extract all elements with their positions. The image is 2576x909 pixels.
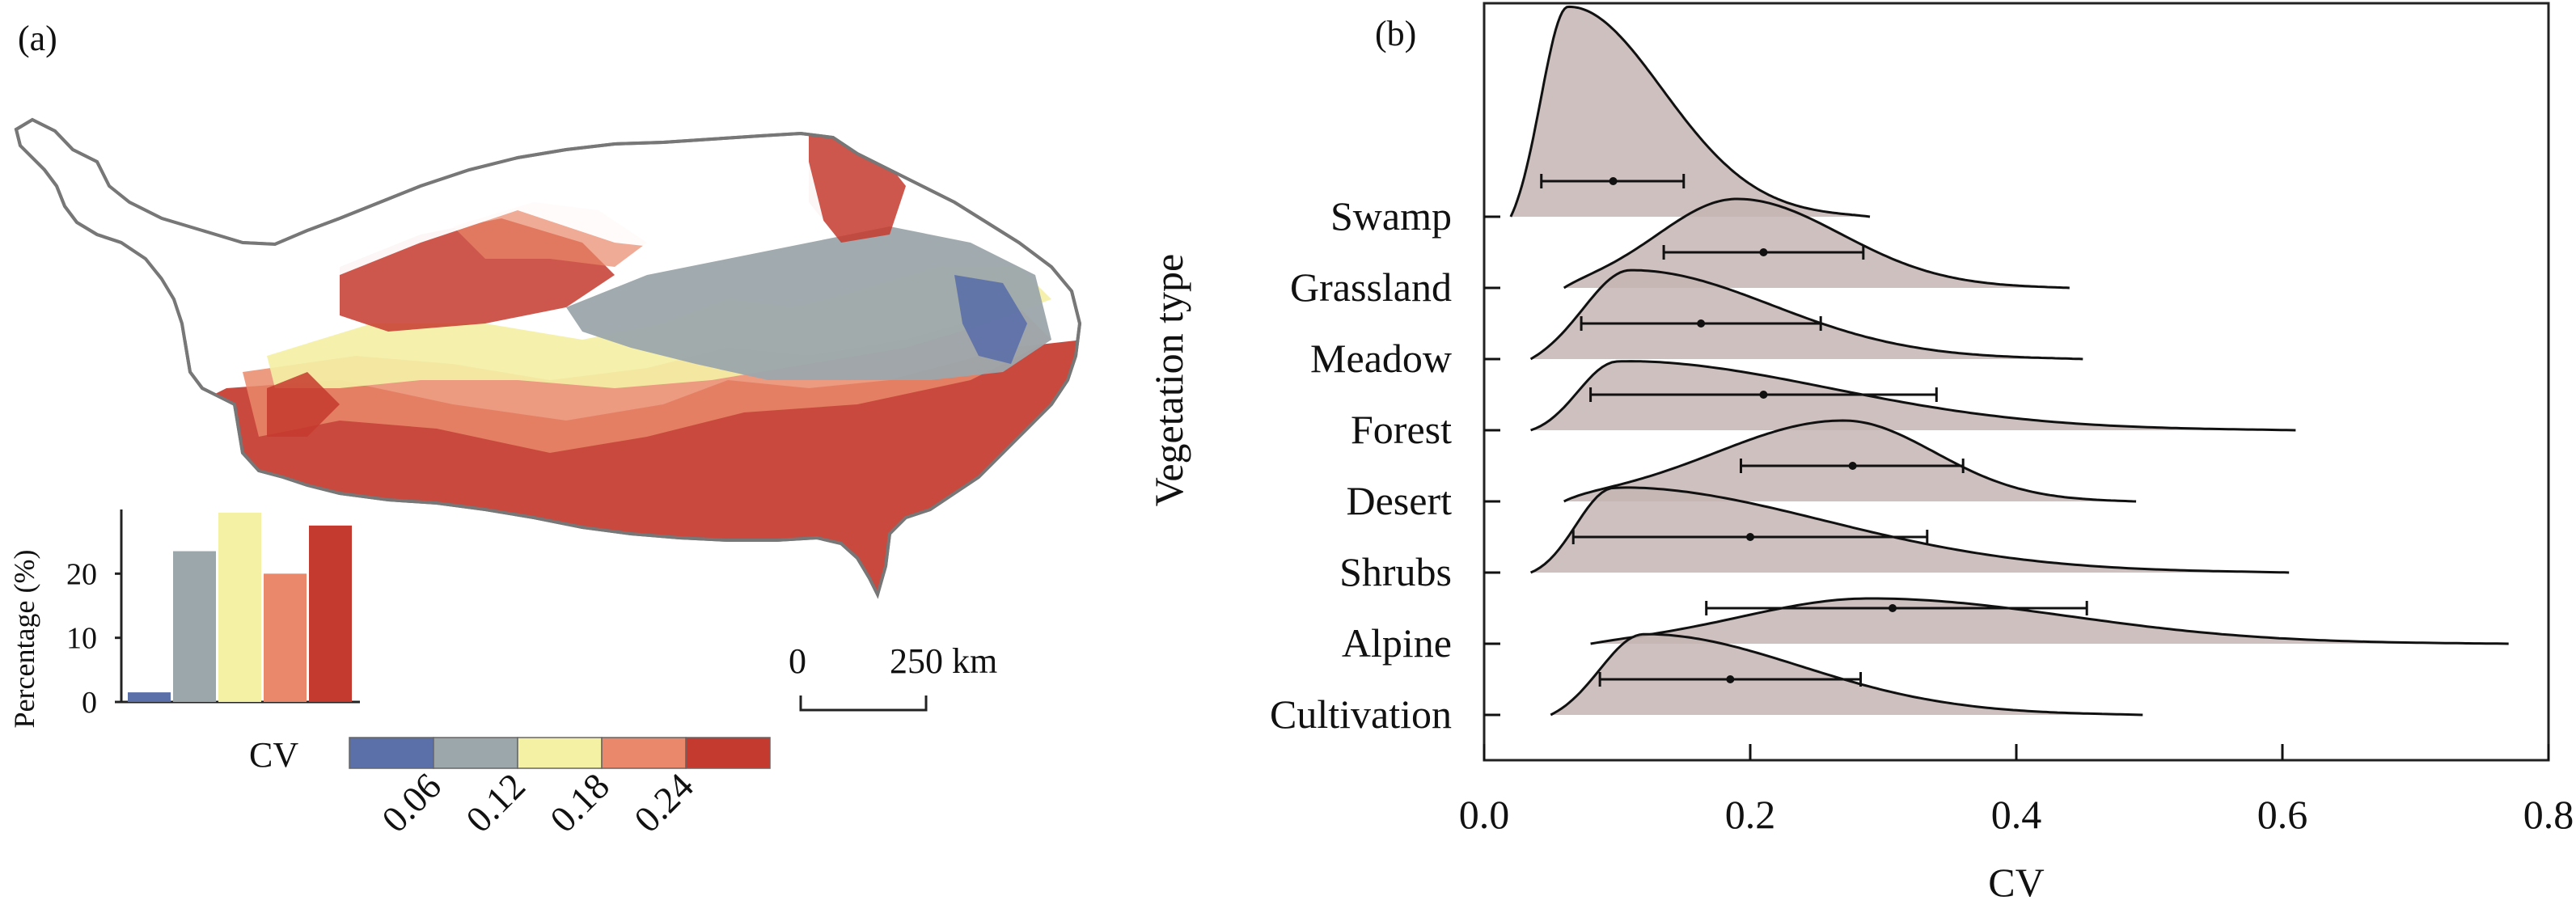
cv-legend-ticks: 0.06 0.12 0.18 0.24: [374, 765, 701, 840]
panel-b-label: (b): [1375, 14, 1416, 53]
map-outline: [14, 117, 1082, 599]
x-tick-label: 0.8: [2523, 792, 2574, 837]
inset-ylabel: Percentage (%): [8, 550, 40, 729]
x-tick-label: 0.6: [2257, 792, 2308, 837]
inset-bar: [309, 525, 352, 702]
x-tick-label: 0.0: [1459, 792, 1510, 837]
mean-point: [1726, 675, 1735, 683]
ridge-density-line: [1529, 268, 2083, 361]
cv-legend-swatch: [517, 737, 603, 769]
scalebar-line: [799, 695, 928, 712]
category-label: Meadow: [1310, 336, 1452, 381]
x-axis-label: CV: [1988, 860, 2044, 905]
panel-a-label: (a): [18, 19, 57, 58]
ridge-density-line: [1590, 597, 2509, 645]
category-label: Swamp: [1330, 193, 1452, 239]
inset-bar: [173, 551, 216, 702]
mean-point: [1609, 177, 1618, 185]
ridge-density-fill: [1550, 634, 2143, 715]
cv-legend-swatch: [349, 737, 434, 769]
category-axis: Swamp Grassland Meadow Forest Desert Shrubs Al…: [1270, 193, 1500, 737]
cv-legend-tick-label: 0.12: [458, 765, 533, 840]
ridge-density-line: [1563, 197, 2070, 290]
cv-legend-swatch: [433, 737, 518, 769]
y-axis-label: Vegetation type: [1146, 254, 1191, 506]
x-tick-label: 0.4: [1991, 792, 2042, 837]
ridge-density-fill: [1590, 598, 2509, 644]
ridge-density-line: [1509, 5, 1871, 218]
category-label: Forest: [1351, 407, 1452, 452]
ridge-density-fill: [1530, 361, 2296, 430]
inset-bar: [264, 573, 307, 702]
category-label: Desert: [1347, 478, 1453, 523]
x-axis: 0.0 0.2 0.4 0.6 0.8: [1459, 744, 2574, 837]
cv-legend-tick-label: 0.24: [626, 765, 701, 840]
panel-a-map: (a): [8, 19, 1082, 840]
mean-point: [1848, 462, 1857, 470]
ridge-density-line: [1529, 486, 2290, 574]
cv-legend: CV 0.06 0.12 0.18 0.24: [249, 735, 771, 840]
inset-bar: [218, 512, 261, 702]
mean-point: [1746, 533, 1754, 541]
ridge-density-fill: [1563, 199, 2070, 288]
mean-point: [1889, 604, 1897, 612]
category-label: Grassland: [1290, 264, 1452, 310]
mean-point: [1759, 248, 1768, 256]
cv-legend-title: CV: [249, 735, 298, 775]
category-label: Alpine: [1342, 620, 1452, 666]
ridge-density-fill: [1530, 487, 2290, 573]
ridge-density-fill: [1510, 6, 1870, 218]
cv-legend-swatch: [685, 737, 771, 769]
cv-legend-tick-label: 0.06: [374, 765, 449, 840]
inset-ytick-label: 0: [82, 686, 97, 720]
inset-ytick-label: 20: [66, 557, 97, 591]
ridges: [1509, 5, 2509, 717]
ridge-density-fill: [1530, 270, 2083, 359]
mean-point: [1697, 319, 1706, 328]
scalebar-zero: 0: [789, 641, 806, 681]
x-tick-label: 0.2: [1725, 792, 1776, 837]
inset-bars: [128, 512, 352, 702]
inset-bar: [128, 692, 171, 702]
ridge-density-line: [1563, 419, 2137, 503]
scalebar-distance: 250 km: [890, 641, 997, 681]
mean-point: [1759, 391, 1768, 399]
panel-b-ridgeline: (b) Swamp Grassland Meadow Forest Desert Shru…: [1146, 2, 2574, 905]
cv-legend-swatches: [349, 737, 771, 769]
cv-legend-swatch: [601, 737, 687, 769]
scale-bar: 0 250 km: [789, 641, 997, 712]
category-label: Shrubs: [1339, 549, 1452, 594]
ridge-density-line: [1530, 360, 2296, 432]
cv-legend-tick-label: 0.18: [542, 765, 617, 840]
category-label: Cultivation: [1270, 691, 1452, 737]
inset-histogram: Percentage (%) 0 10 20: [8, 509, 364, 728]
inset-ytick-label: 10: [66, 622, 97, 656]
